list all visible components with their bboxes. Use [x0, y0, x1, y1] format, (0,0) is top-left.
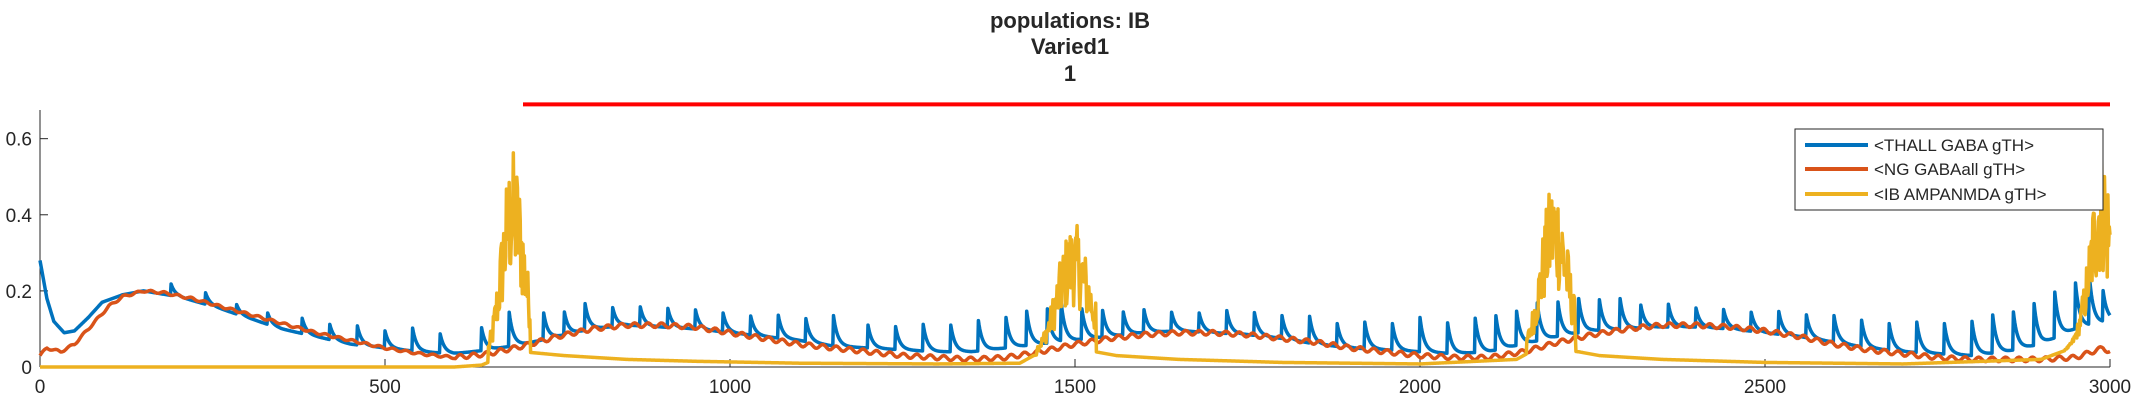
x-tick-label-5: 2500: [1744, 377, 1786, 398]
legend-label-ib: <IB AMPANMDA gTH>: [1874, 185, 2047, 204]
series-thall-gaba-line: [38, 260, 2112, 358]
legend-label-ng: <NG GABAall gTH>: [1874, 160, 2025, 179]
title-line-1: populations: IB: [990, 8, 1150, 33]
y-tick-label-3: 0.6: [6, 130, 32, 151]
title-line-3: 1: [1064, 61, 1076, 86]
x-tick-label-3: 1500: [1054, 377, 1096, 398]
series-ng-gabaall-line: [38, 288, 2111, 364]
x-tick-label-4: 2000: [1399, 377, 1441, 398]
series-layer: [38, 151, 2112, 369]
legend: <THALL GABA gTH> <NG GABAall gTH> <IB AM…: [1794, 128, 2104, 211]
y-ticks: 0 0.2 0.4 0.6: [6, 130, 48, 379]
series-ib-ampanmda-line: [38, 151, 2112, 369]
y-tick-label-2: 0.4: [6, 206, 33, 227]
x-tick-label-1: 500: [369, 377, 401, 398]
y-tick-label-1: 0.2: [6, 282, 32, 303]
chart-title: populations: IB Varied1 1: [990, 8, 1150, 86]
x-tick-label-2: 1000: [709, 377, 751, 398]
x-ticks: 0 500 1000 1500 2000 2500 3000: [35, 359, 2131, 398]
title-line-2: Varied1: [1031, 34, 1109, 59]
x-tick-label-6: 3000: [2089, 377, 2131, 398]
legend-label-thall: <THALL GABA gTH>: [1874, 136, 2034, 155]
x-tick-label-0: 0: [35, 377, 46, 398]
y-tick-label-0: 0: [21, 358, 32, 379]
